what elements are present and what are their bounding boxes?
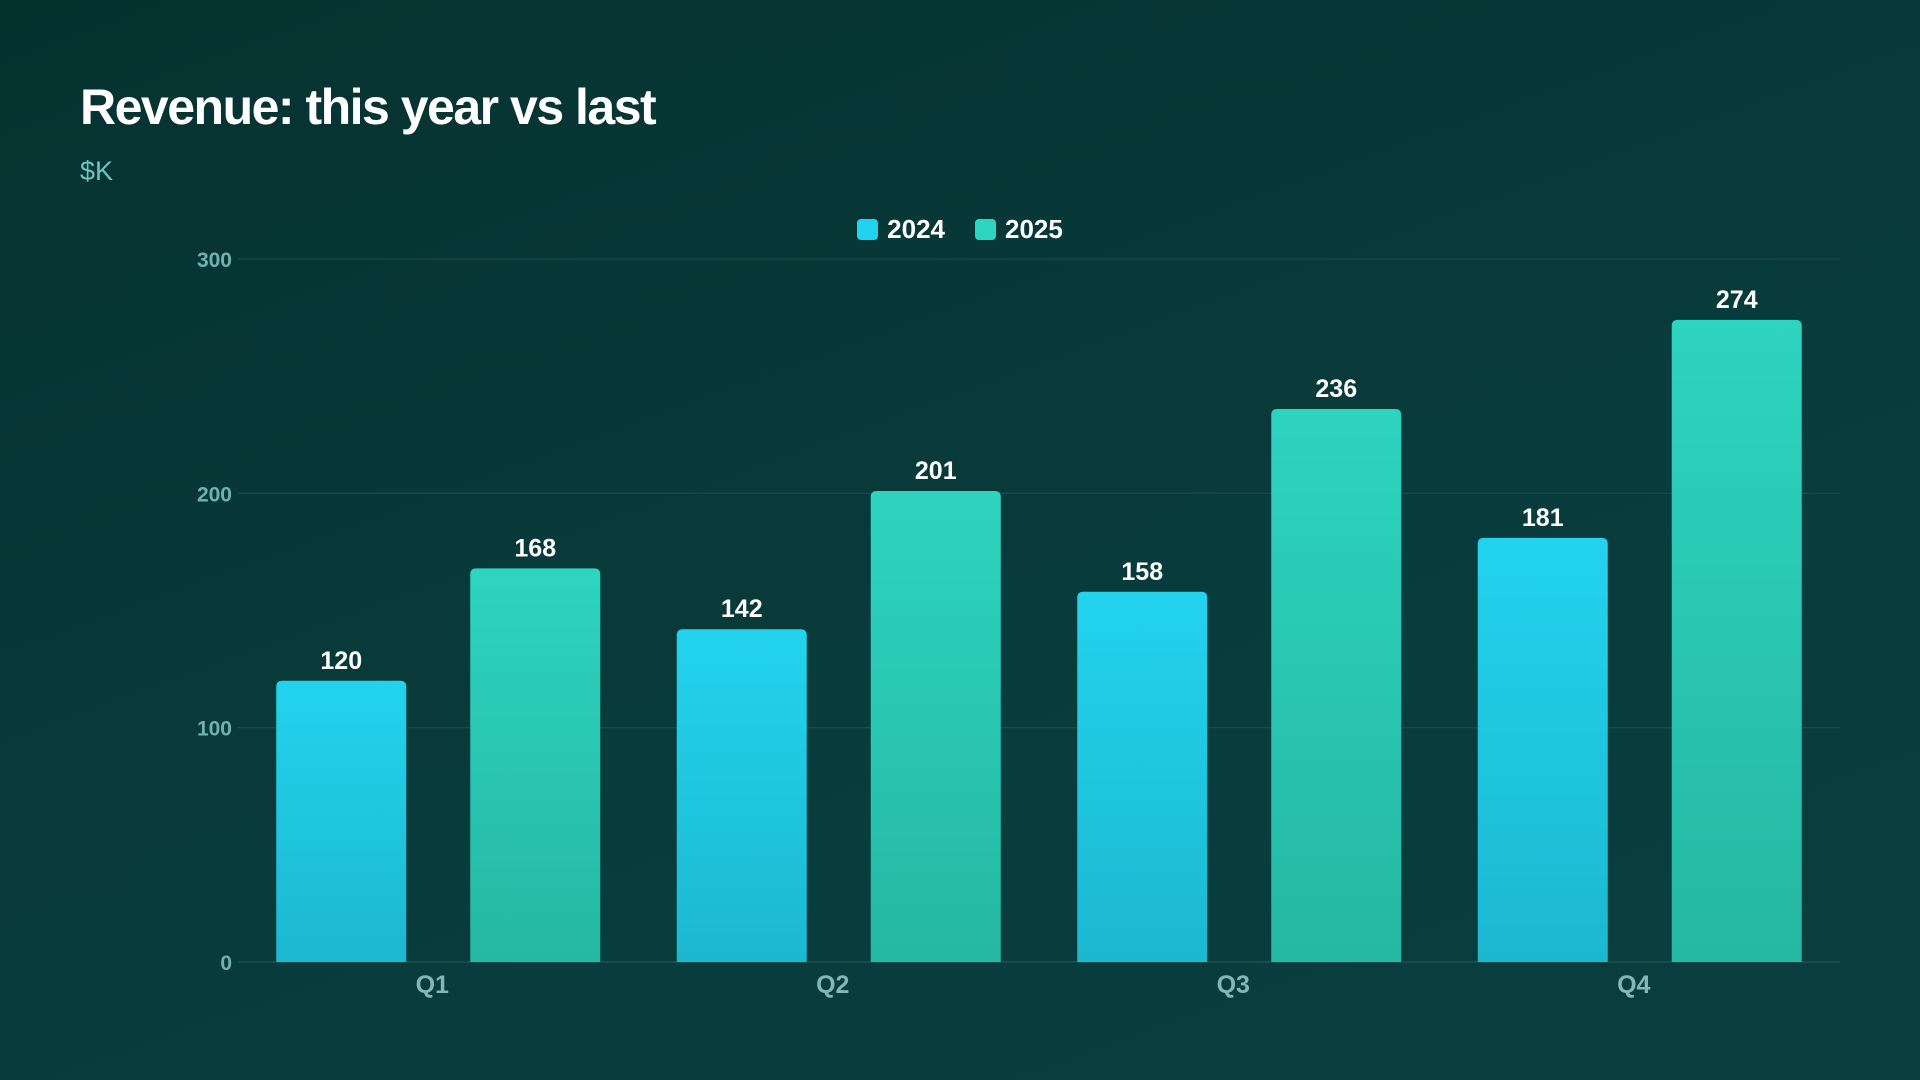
x-tick-label-Q3: Q3 (1217, 971, 1250, 999)
bar-2024-Q4[interactable] (1477, 537, 1608, 962)
data-label-2024-Q1: 120 (320, 647, 362, 675)
y-tick-label: 0 (220, 952, 232, 975)
bar-2024-Q1[interactable] (276, 680, 407, 962)
bar-2025-Q2[interactable] (870, 490, 1001, 962)
y-tick-label: 100 (197, 718, 232, 741)
legend-swatch-2024 (857, 219, 879, 240)
legend-item-2024[interactable]: 2024 (857, 214, 945, 245)
bar-2025-Q3[interactable] (1271, 408, 1402, 962)
legend-label-2025: 2025 (1005, 214, 1063, 244)
y-tick-label: 200 (197, 483, 232, 506)
data-label-2025-Q4: 274 (1716, 286, 1758, 314)
data-label-2024-Q2: 142 (721, 595, 763, 623)
x-tick-label-Q1: Q1 (416, 971, 449, 999)
data-label-2024-Q4: 181 (1522, 504, 1564, 532)
x-tick-label-Q4: Q4 (1617, 971, 1650, 999)
y-tick-label: 300 (197, 249, 232, 272)
bar-2024-Q2[interactable] (676, 629, 807, 962)
bar-2024-Q3[interactable] (1077, 591, 1208, 962)
legend-swatch-2025 (975, 219, 996, 240)
legend-item-2025[interactable]: 2025 (975, 214, 1063, 245)
labels: 0 100 200 300 120 168 Q1 142 201 Q2 158 236 Q3 181 274… (197, 249, 1758, 999)
data-label-2025-Q2: 201 (915, 457, 957, 485)
chart-title: Revenue: this year vs last (80, 79, 657, 135)
x-tick-label-Q2: Q2 (816, 971, 849, 999)
bars (276, 319, 1802, 963)
legend: 2024 2025 (0, 214, 1920, 245)
bar-2025-Q1[interactable] (470, 568, 601, 962)
bar-2025-Q4[interactable] (1671, 319, 1802, 963)
data-label-2025-Q3: 236 (1315, 375, 1357, 403)
data-label-2025-Q1: 168 (514, 534, 556, 562)
data-label-2024-Q3: 158 (1121, 558, 1163, 586)
chart-subtitle: $K (80, 156, 114, 186)
legend-label-2024: 2024 (887, 214, 945, 244)
